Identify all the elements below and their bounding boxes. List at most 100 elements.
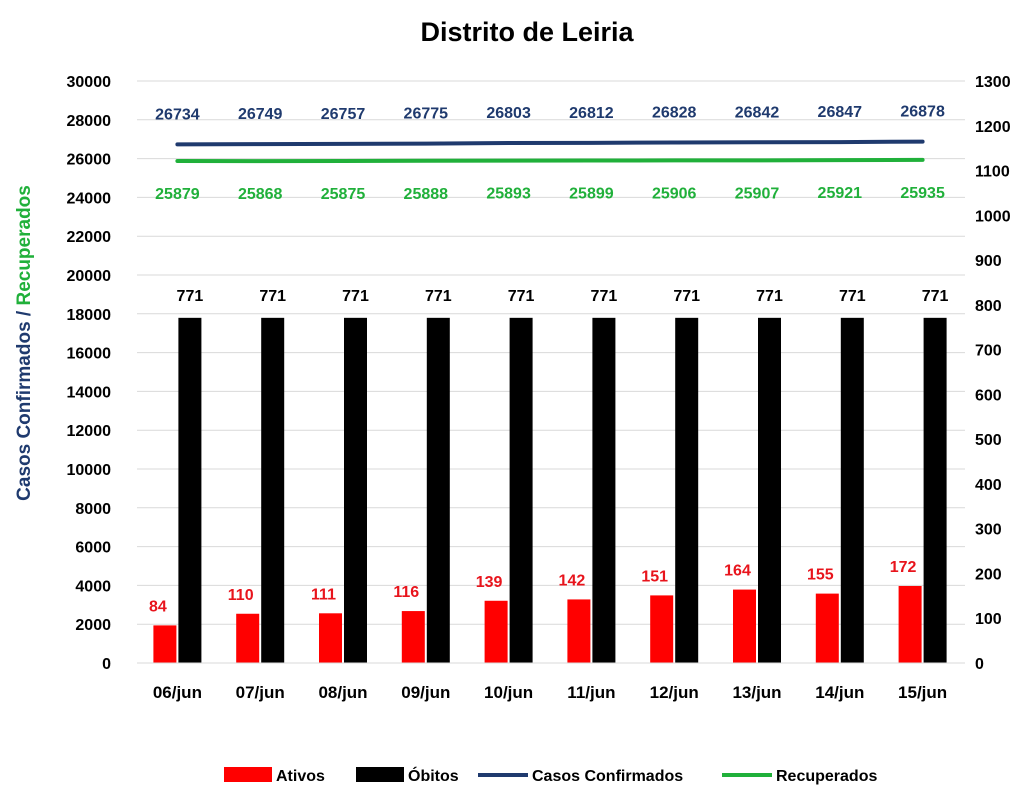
lines: [175, 139, 925, 164]
right-tick-label: 100: [975, 611, 1002, 628]
legend-label-casos-confirmados: Casos Confirmados: [532, 768, 683, 785]
bar--bitos: [758, 317, 781, 663]
left-tick-label: 26000: [67, 152, 112, 169]
data-label-casos-confirmados: 26757: [321, 106, 366, 123]
data-label-ativos: 139: [476, 574, 503, 591]
data-label--bitos: 771: [756, 288, 783, 305]
legend-swatch-ativos: [224, 767, 272, 782]
data-label-casos-confirmados: 26775: [404, 106, 449, 123]
data-label-ativos: 84: [149, 598, 167, 615]
left-tick-label: 2000: [75, 617, 111, 634]
x-tick-label: 09/jun: [401, 683, 450, 702]
x-tick-label: 13/jun: [732, 683, 781, 702]
data-label-recuperados: 25907: [735, 185, 780, 202]
x-tick-label: 11/jun: [567, 683, 615, 702]
right-tick-label: 0: [975, 656, 984, 673]
data-label-casos-confirmados: 26847: [818, 104, 863, 121]
data-label-ativos: 172: [890, 559, 917, 576]
data-label-recuperados: 25875: [321, 186, 366, 203]
bar-ativos: [401, 611, 425, 663]
right-tick-label: 1300: [975, 74, 1011, 91]
bar--bitos: [675, 317, 699, 663]
bars: [153, 317, 947, 663]
data-label-recuperados: 25899: [569, 186, 614, 203]
data-label-recuperados: 25893: [486, 186, 531, 203]
right-tick-label: 800: [975, 298, 1002, 315]
bar--bitos: [178, 317, 202, 663]
data-label-recuperados: 25921: [818, 185, 863, 202]
bar--bitos: [840, 317, 864, 663]
bar--bitos: [344, 317, 367, 663]
right-tick-label: 700: [975, 343, 1002, 360]
data-label--bitos: 771: [342, 288, 369, 305]
legend-swatch--bitos: [356, 767, 404, 782]
data-label-recuperados: 25935: [900, 185, 945, 202]
data-label-ativos: 155: [807, 567, 834, 584]
left-tick-label: 24000: [67, 190, 112, 207]
y-axis-label-confirmados: Casos Confirmados: [14, 321, 35, 500]
data-label-ativos: 110: [228, 587, 254, 604]
x-tick-label: 15/jun: [898, 683, 947, 702]
data-label-recuperados: 25888: [404, 186, 449, 203]
right-tick-label: 1200: [975, 119, 1011, 136]
x-tick-label: 10/jun: [484, 683, 533, 702]
bar-ativos: [815, 593, 839, 663]
data-label-recuperados: 25868: [238, 186, 283, 203]
right-tick-label: 300: [975, 522, 1002, 539]
data-label-casos-confirmados: 26812: [569, 105, 614, 122]
right-tick-label: 600: [975, 387, 1002, 404]
bar-ativos: [567, 599, 591, 663]
x-tick-label: 07/jun: [236, 683, 285, 702]
bar--bitos: [592, 317, 616, 663]
x-tick-label: 14/jun: [815, 683, 864, 702]
axes: 0200040006000800010000120001400016000180…: [67, 74, 1011, 702]
left-tick-label: 30000: [67, 74, 112, 91]
right-tick-label: 500: [975, 432, 1002, 449]
data-label-recuperados: 25906: [652, 185, 697, 202]
data-label--bitos: 771: [591, 288, 618, 305]
bar-ativos: [319, 613, 342, 663]
data-labels: 84 110 111 116 139 142 151 164 155 172 771 771 771 77…: [149, 104, 949, 616]
left-tick-label: 8000: [75, 501, 111, 518]
data-label-ativos: 151: [641, 568, 668, 585]
bar--bitos: [261, 317, 285, 663]
data-label-casos-confirmados: 26828: [652, 105, 697, 122]
legend-label-recuperados: Recuperados: [776, 768, 877, 785]
bar-ativos: [898, 585, 922, 663]
data-label--bitos: 771: [673, 288, 700, 305]
x-tick-label: 12/jun: [650, 683, 699, 702]
data-label-casos-confirmados: 26842: [735, 104, 780, 121]
left-tick-label: 6000: [75, 540, 111, 557]
right-tick-label: 1000: [975, 208, 1011, 225]
right-tick-label: 1100: [975, 164, 1010, 181]
bar-ativos: [153, 625, 177, 663]
data-label--bitos: 771: [425, 288, 452, 305]
data-label-casos-confirmados: 26878: [900, 104, 945, 121]
x-tick-label: 08/jun: [318, 683, 367, 702]
data-label-casos-confirmados: 26803: [486, 105, 531, 122]
chart-title: Distrito de Leiria: [420, 17, 634, 47]
bar-ativos: [236, 613, 260, 663]
left-tick-label: 28000: [67, 113, 112, 130]
legend-label--bitos: Óbitos: [408, 766, 459, 785]
data-label--bitos: 771: [839, 288, 866, 305]
y-axis-label-recuperados: Recuperados: [14, 185, 35, 305]
line-recuperados: [175, 157, 925, 164]
x-tick-label: 06/jun: [153, 683, 202, 702]
data-label-recuperados: 25879: [155, 186, 200, 203]
bar--bitos: [509, 317, 533, 663]
bar--bitos: [923, 317, 947, 663]
data-label--bitos: 771: [259, 288, 286, 305]
bar-ativos: [484, 600, 508, 663]
right-tick-label: 900: [975, 253, 1002, 270]
left-tick-label: 4000: [75, 578, 111, 595]
line-casos-confirmados: [175, 139, 925, 147]
data-label--bitos: 771: [508, 288, 535, 305]
right-tick-label: 200: [975, 566, 1002, 583]
bar--bitos: [426, 317, 450, 663]
left-tick-label: 22000: [67, 229, 112, 246]
data-label--bitos: 771: [922, 288, 949, 305]
left-tick-label: 10000: [67, 462, 112, 479]
